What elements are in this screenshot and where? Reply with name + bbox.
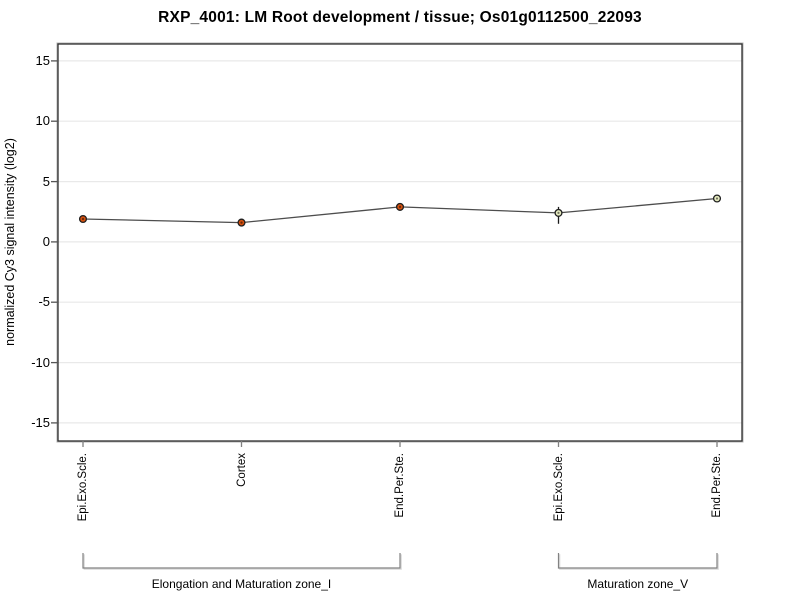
y-tick-label: -5	[38, 294, 50, 310]
y-tick-label: -10	[31, 354, 50, 370]
data-point-center-dot	[240, 221, 243, 224]
x-category-label: Cortex	[235, 453, 248, 487]
x-category-label: End.Per.Ste.	[711, 453, 723, 518]
plot-box	[57, 43, 743, 442]
data-point-center-dot	[715, 197, 719, 200]
group-label: Elongation and Maturation zone_I	[151, 577, 332, 591]
data-point-center-dot	[557, 211, 560, 214]
data-point-center-dot	[81, 217, 85, 221]
chart-title: RXP_4001: LM Root development / tissue; …	[158, 9, 642, 26]
x-category-label: End.Per.Ste.	[394, 453, 406, 518]
y-tick-label: 0	[42, 233, 50, 249]
x-category-label: Epi.Exo.Scle.	[552, 453, 565, 522]
group-bracket	[557, 553, 718, 569]
group-bracket-shadow	[559, 554, 719, 570]
y-tick-label: 10	[35, 113, 50, 129]
y-tick-label: 5	[42, 173, 50, 189]
x-category-label: Epi.Exo.Scle.	[77, 453, 89, 522]
y-tick-label: -15	[31, 414, 50, 430]
group-label: Maturation zone_V	[587, 577, 689, 591]
data-point-center-dot	[398, 205, 402, 208]
group-bracket	[82, 553, 401, 569]
group-bracket-shadow	[83, 554, 402, 570]
y-tick-label: 15	[35, 52, 50, 68]
plot-box-shadow	[56, 42, 744, 443]
